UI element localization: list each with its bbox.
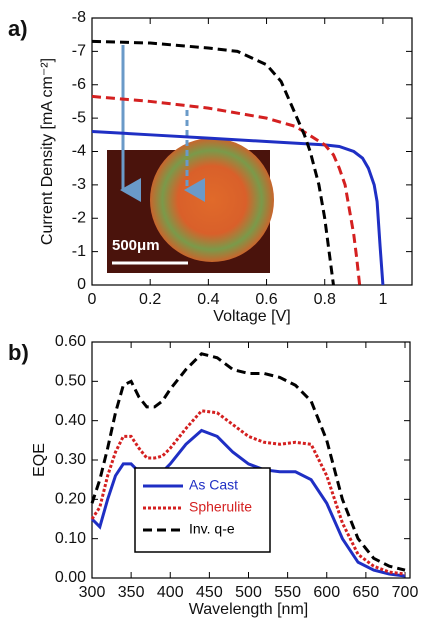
x-tick-label: 1 (378, 291, 387, 308)
y-tick-label: 0.40 (55, 412, 86, 429)
legend-box (134, 467, 271, 553)
inset-scale-label: 500μm (112, 237, 160, 254)
y-tick-label: 0 (77, 276, 86, 293)
x-tick-label: 500 (235, 584, 262, 601)
panel-label: a) (8, 16, 28, 41)
y-tick-label: -5 (72, 109, 86, 126)
y-tick-label: 0.10 (55, 530, 86, 547)
plot-frame (91, 17, 413, 286)
y-axis-title: Current Density [mA cm⁻²] (39, 58, 56, 245)
x-axis-title: Wavelength [nm] (189, 601, 308, 618)
x-tick-label: 700 (392, 584, 419, 601)
legend-label: Spherulite (189, 499, 252, 515)
series-line (90, 352, 406, 572)
inset-spherulite (150, 138, 274, 262)
series-line (91, 129, 385, 286)
y-tick-label: -4 (72, 143, 86, 160)
y-tick-label: -8 (72, 9, 86, 26)
y-axis-title: EQE (31, 443, 48, 477)
x-tick-label: 0 (88, 291, 97, 308)
y-tick-label: 0.50 (55, 373, 86, 390)
x-tick-label: 0.4 (197, 291, 219, 308)
panel-label: b) (8, 340, 29, 365)
series-line (91, 94, 362, 286)
series-line (90, 409, 406, 576)
y-tick-label: 0.20 (55, 491, 86, 508)
x-tick-label: 0.2 (139, 291, 161, 308)
legend-label: Inv. q-e (189, 521, 235, 537)
y-tick-label: -2 (72, 209, 86, 226)
y-tick-label: -7 (72, 43, 86, 60)
x-tick-label: 550 (274, 584, 301, 601)
x-tick-label: 300 (79, 584, 106, 601)
y-tick-label: 0.00 (55, 569, 86, 586)
y-tick-label: 0.60 (55, 333, 86, 350)
x-tick-label: 0.6 (255, 291, 277, 308)
legend-label: As Cast (189, 477, 238, 493)
series-line (91, 39, 335, 286)
y-tick-label: -6 (72, 76, 86, 93)
x-axis-title: Voltage [V] (213, 308, 290, 325)
x-tick-label: 650 (353, 584, 380, 601)
y-tick-label: -1 (72, 243, 86, 260)
x-tick-label: 350 (118, 584, 145, 601)
x-tick-label: 0.8 (314, 291, 336, 308)
x-tick-label: 600 (313, 584, 340, 601)
y-tick-label: -3 (72, 176, 86, 193)
series-line (90, 428, 406, 578)
plot-frame (91, 341, 411, 579)
y-tick-label: 0.30 (55, 451, 86, 468)
x-tick-label: 450 (196, 584, 223, 601)
x-tick-label: 400 (157, 584, 184, 601)
